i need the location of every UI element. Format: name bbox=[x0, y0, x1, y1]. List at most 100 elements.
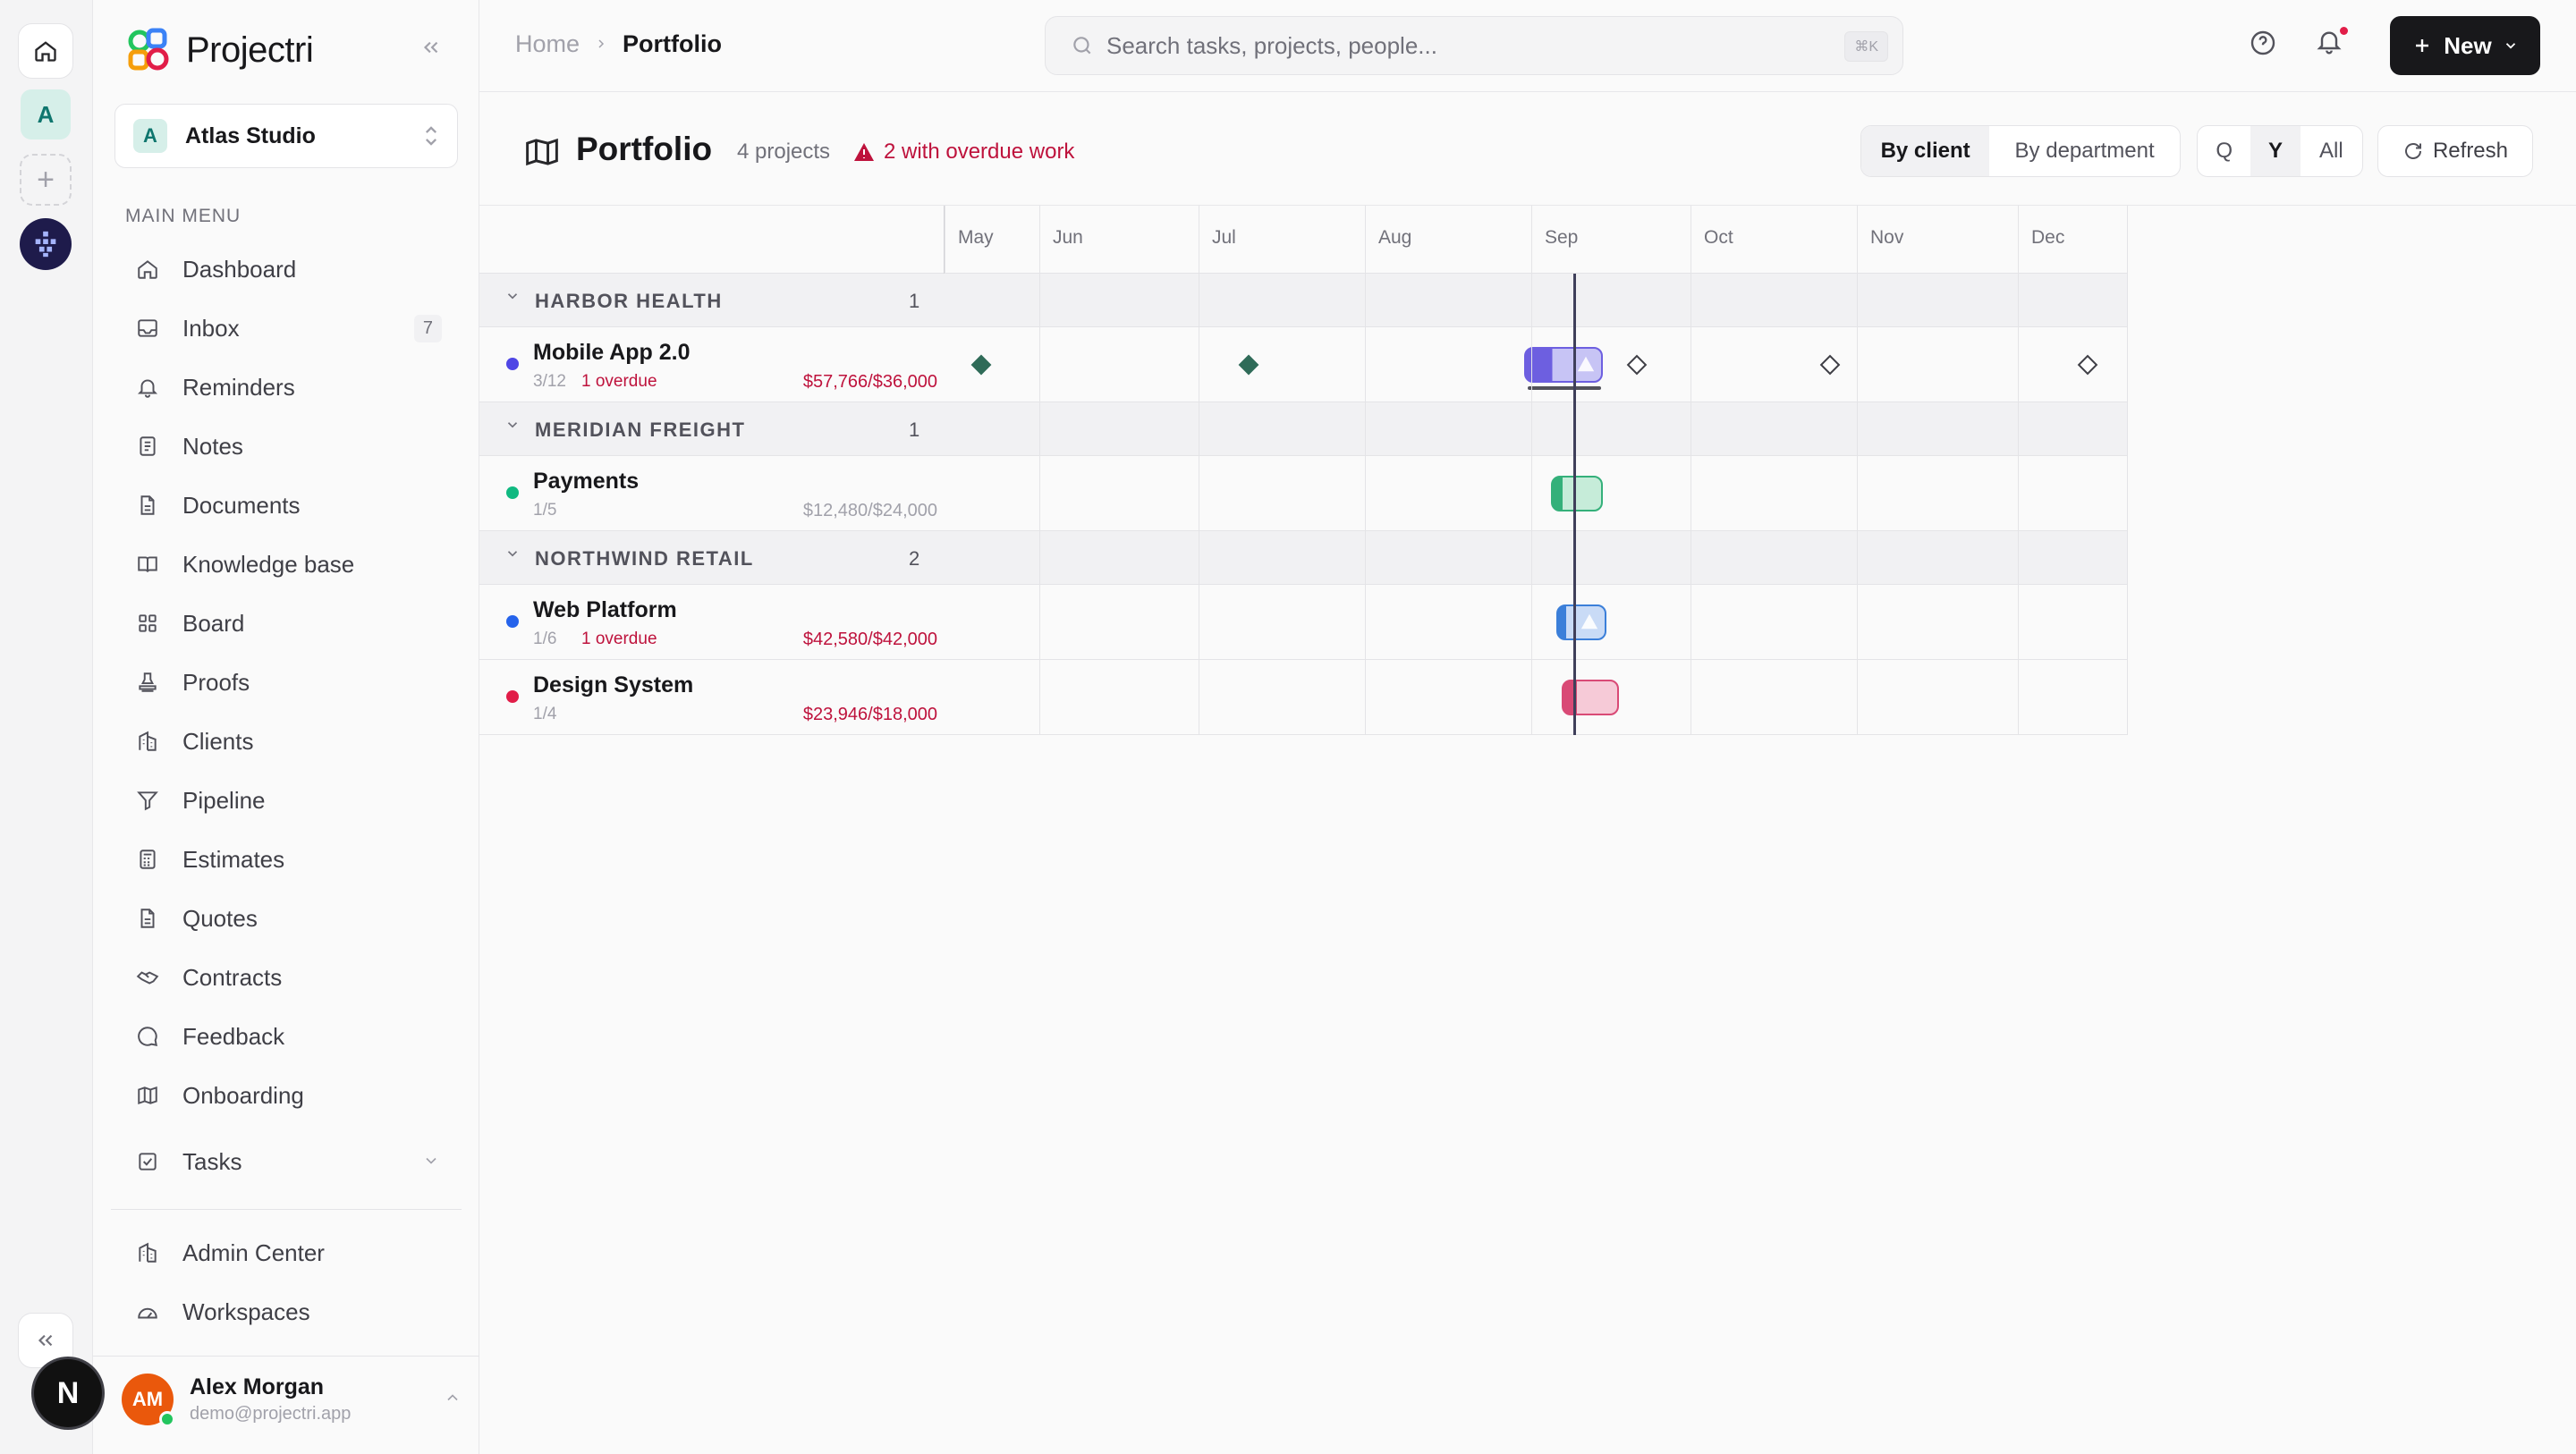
new-button[interactable]: New bbox=[2390, 16, 2540, 75]
document-icon bbox=[134, 905, 161, 932]
chevron-down-icon[interactable] bbox=[422, 1148, 440, 1176]
app-logo-icon[interactable] bbox=[20, 218, 72, 270]
page-header: Portfolio 4 projects 2 with overdue work… bbox=[479, 93, 2576, 206]
project-row[interactable]: Web Platform 1/6 1 overdue $42,580/$42,000 bbox=[479, 585, 2127, 660]
online-status-dot bbox=[159, 1411, 175, 1427]
user-name: Alex Morgan bbox=[190, 1374, 325, 1399]
nav-board[interactable]: Board bbox=[114, 594, 458, 653]
chevron-right-icon bbox=[594, 33, 608, 56]
today-marker bbox=[1573, 274, 1576, 735]
client-group-name: MERIDIAN FREIGHT bbox=[535, 418, 746, 441]
warning-icon bbox=[1580, 612, 1599, 636]
project-name[interactable]: Design System bbox=[533, 672, 694, 697]
nav-dashboard[interactable]: Dashboard bbox=[114, 240, 458, 299]
project-row[interactable]: Payments 1/5 $12,480/$24,000 bbox=[479, 456, 2127, 531]
topbar: Home Portfolio ⌘K New bbox=[479, 0, 2576, 92]
client-group-row[interactable]: NORTHWIND RETAIL 2 bbox=[479, 531, 2127, 585]
search-box[interactable]: ⌘K bbox=[1045, 16, 1903, 75]
project-timeline-bar[interactable] bbox=[1556, 604, 1606, 640]
chevron-down-icon[interactable] bbox=[504, 545, 521, 566]
project-name[interactable]: Payments bbox=[533, 469, 640, 494]
user-email: demo@projectri.app bbox=[190, 1404, 352, 1424]
nav-knowledge-base[interactable]: Knowledge base bbox=[114, 535, 458, 594]
chevron-down-icon[interactable] bbox=[504, 288, 521, 309]
nav-notes[interactable]: Notes bbox=[114, 417, 458, 476]
nav-workspaces[interactable]: Workspaces bbox=[114, 1282, 458, 1341]
project-timeline-bar[interactable] bbox=[1551, 476, 1603, 511]
client-group-count: 2 bbox=[909, 547, 920, 570]
range-year-button[interactable]: Y bbox=[2250, 126, 2301, 176]
collapse-sidebar-icon[interactable] bbox=[419, 36, 443, 66]
main-menu-heading: MAIN MENU bbox=[125, 206, 242, 226]
nav-reminders[interactable]: Reminders bbox=[114, 358, 458, 417]
home-icon[interactable] bbox=[18, 23, 73, 79]
workspace-switcher[interactable]: A Atlas Studio bbox=[114, 104, 458, 168]
month-label: Aug bbox=[1365, 206, 1531, 274]
nav-quotes[interactable]: Quotes bbox=[114, 889, 458, 948]
client-group-count: 1 bbox=[909, 290, 920, 312]
nav-estimates[interactable]: Estimates bbox=[114, 830, 458, 889]
overdue-warning[interactable]: 2 with overdue work bbox=[853, 139, 1074, 165]
brand[interactable]: Projectri bbox=[123, 25, 314, 75]
notifications-icon[interactable] bbox=[2315, 27, 2343, 60]
nav-label: Board bbox=[182, 609, 245, 637]
nav-label: Documents bbox=[182, 491, 301, 519]
project-overdue: 1 overdue bbox=[581, 372, 657, 391]
nav-label: Admin Center bbox=[182, 1238, 325, 1266]
workspace-badge: A bbox=[133, 119, 167, 153]
nav-documents[interactable]: Documents bbox=[114, 476, 458, 535]
range-all-button[interactable]: All bbox=[2319, 139, 2343, 163]
nav-contracts[interactable]: Contracts bbox=[114, 948, 458, 1007]
nav-inbox[interactable]: Inbox 7 bbox=[114, 299, 458, 358]
project-name[interactable]: Web Platform bbox=[533, 597, 677, 622]
user-menu[interactable]: AM Alex Morgan demo@projectri.app bbox=[122, 1374, 462, 1427]
nav-label: Quotes bbox=[182, 904, 258, 932]
project-color-dot bbox=[506, 358, 519, 370]
overdue-warning-text: 2 with overdue work bbox=[884, 139, 1075, 164]
search-input[interactable] bbox=[1106, 31, 1804, 60]
nav-label: Pipeline bbox=[182, 786, 266, 814]
refresh-icon bbox=[2404, 143, 2421, 159]
project-budget: $57,766/$36,000 bbox=[802, 372, 937, 392]
month-gridline bbox=[1531, 274, 1532, 735]
nav-label: Contracts bbox=[182, 963, 283, 991]
nav-tasks[interactable]: Tasks bbox=[114, 1132, 458, 1191]
by-department-button[interactable]: By department bbox=[2014, 139, 2155, 163]
project-budget: $12,480/$24,000 bbox=[802, 501, 937, 520]
building-icon bbox=[134, 728, 161, 755]
nav-onboarding[interactable]: Onboarding bbox=[114, 1066, 458, 1125]
client-group-row[interactable]: HARBOR HEALTH 1 bbox=[479, 274, 2127, 327]
refresh-button[interactable]: Refresh bbox=[2377, 125, 2533, 177]
project-row[interactable]: Mobile App 2.0 3/12 1 overdue $57,766/$36,0… bbox=[479, 327, 2127, 402]
main-nav: Dashboard Inbox 7 Reminders Notes Docume… bbox=[114, 240, 458, 1191]
month-gridline bbox=[1365, 274, 1366, 735]
nav-label: Workspaces bbox=[182, 1298, 310, 1325]
project-row[interactable]: Design System 1/4 $23,946/$18,000 bbox=[479, 660, 2127, 735]
nav-admin-center[interactable]: Admin Center bbox=[114, 1223, 458, 1282]
chevron-down-icon[interactable] bbox=[504, 417, 521, 437]
chat-icon bbox=[134, 1023, 161, 1050]
user-rail-avatar[interactable]: N bbox=[34, 1359, 102, 1427]
workspace-avatar[interactable]: A bbox=[21, 89, 71, 139]
nav-proofs[interactable]: Proofs bbox=[114, 653, 458, 712]
nav-feedback[interactable]: Feedback bbox=[114, 1007, 458, 1066]
client-group-row[interactable]: MERIDIAN FREIGHT 1 bbox=[479, 402, 2127, 456]
project-color-dot bbox=[506, 690, 519, 703]
project-progress: 1/4 bbox=[533, 705, 557, 723]
month-label: Oct bbox=[1690, 206, 1857, 274]
project-timeline-bar[interactable] bbox=[1562, 680, 1619, 715]
collapse-rail-icon[interactable] bbox=[18, 1313, 73, 1368]
breadcrumb-home[interactable]: Home bbox=[515, 30, 580, 57]
project-timeline-bar[interactable] bbox=[1524, 347, 1603, 383]
nav-pipeline[interactable]: Pipeline bbox=[114, 771, 458, 830]
stamp-icon bbox=[134, 669, 161, 696]
notification-dot bbox=[2340, 27, 2348, 35]
by-client-button[interactable]: By client bbox=[1861, 126, 1990, 176]
search-icon bbox=[1073, 37, 1091, 55]
nav-clients[interactable]: Clients bbox=[114, 712, 458, 771]
project-progress: 3/12 bbox=[533, 372, 566, 391]
help-icon[interactable] bbox=[2249, 29, 2277, 62]
range-quarter-button[interactable]: Q bbox=[2216, 139, 2233, 163]
project-name[interactable]: Mobile App 2.0 bbox=[533, 340, 691, 365]
add-workspace-button[interactable]: + bbox=[20, 154, 72, 206]
